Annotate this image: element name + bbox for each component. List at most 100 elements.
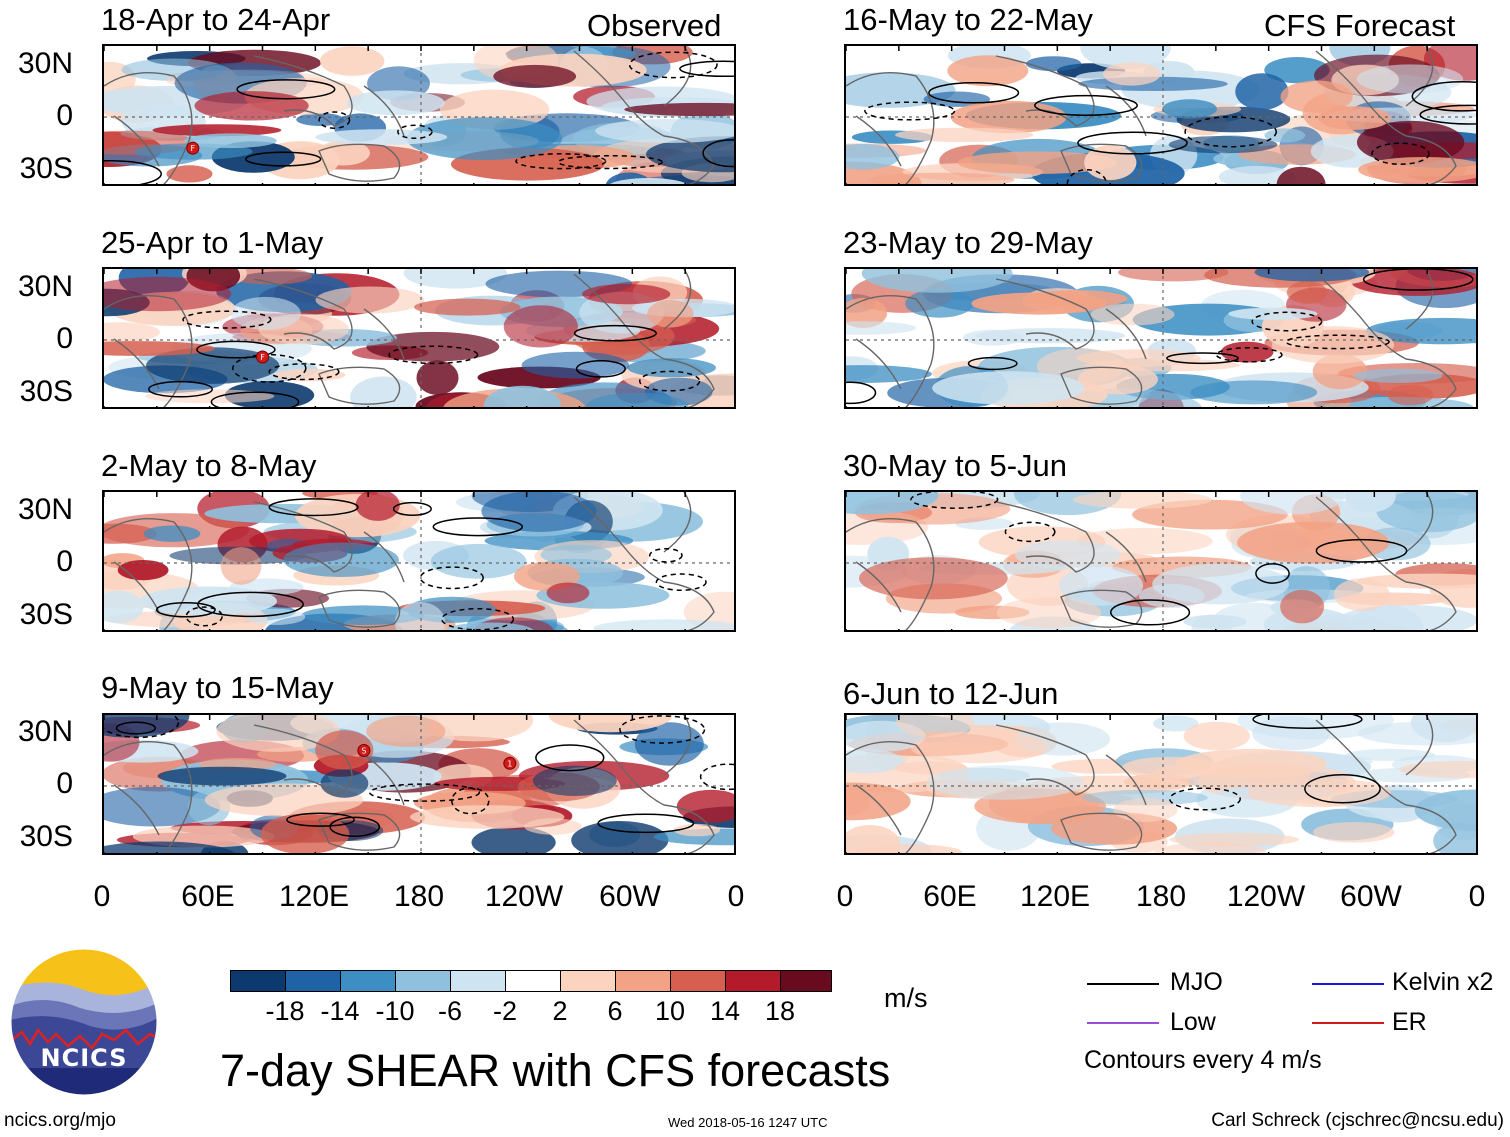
shear-blob [926, 765, 1084, 800]
contour [1371, 142, 1430, 165]
shear-blob [1153, 715, 1199, 732]
shear-blob [673, 823, 721, 837]
mjo-contours [864, 80, 1476, 184]
coastlines [846, 46, 1457, 184]
contour [702, 139, 734, 168]
contour [649, 547, 683, 563]
shear-blob [296, 113, 344, 126]
legend-low: Low [1170, 1008, 1216, 1036]
shear-blob [571, 821, 669, 853]
map-field [846, 46, 1476, 184]
contour [236, 79, 336, 100]
shear-blob [846, 825, 900, 853]
shear-blob [416, 360, 459, 395]
colorbar-cell [560, 970, 616, 992]
axis-ticks [846, 492, 1428, 630]
axis-ticks [846, 46, 1428, 184]
shear-blob [1073, 492, 1212, 509]
shear-blob [430, 543, 527, 579]
contour [928, 82, 1020, 104]
shear-blob [905, 289, 974, 318]
lon-label: 0 [727, 880, 745, 913]
shear-blob [403, 269, 508, 289]
shear-blob [1059, 565, 1144, 606]
shear-blob [1169, 832, 1299, 847]
coastlines [104, 715, 715, 853]
shear-blob [546, 582, 590, 604]
lon-label: 0 [93, 880, 111, 913]
lon-label: 120E [1019, 880, 1091, 913]
shear-blob [166, 165, 213, 183]
map-field: S1 [104, 715, 734, 853]
colorbar-cell [505, 970, 561, 992]
shear-blob [1276, 166, 1326, 184]
contour [148, 380, 213, 398]
contour [1166, 352, 1239, 365]
shear-blob [157, 766, 287, 786]
axis-ticks [104, 269, 686, 407]
shear-blob [1150, 760, 1311, 788]
shear-blob [521, 351, 630, 379]
contour [638, 370, 701, 392]
contour [196, 340, 276, 359]
shear-blob [366, 715, 446, 747]
mjo-contours [155, 498, 707, 630]
lat-label-30s: 30S [19, 820, 73, 853]
shear-blob [410, 805, 565, 829]
legend-line-kelvin [1312, 983, 1384, 985]
contour [655, 573, 707, 591]
shear-blob [471, 826, 556, 853]
panel-title-fcst-4: 6-Jun to 12-Jun [843, 676, 1059, 711]
contour [1251, 311, 1323, 332]
coastlines [104, 46, 715, 184]
shear-blob [104, 715, 190, 738]
legend-line-mjo [1087, 983, 1159, 985]
contour [268, 498, 359, 517]
contour [197, 591, 304, 618]
shear-blob [1152, 563, 1289, 605]
contour [318, 111, 351, 129]
shear-blob [1254, 269, 1370, 282]
shear-blob [260, 813, 350, 853]
contour [1184, 116, 1278, 148]
contour [392, 501, 432, 516]
shear-blob [595, 119, 734, 143]
shear-blob [139, 586, 277, 616]
lat-label-30n: 30N [17, 493, 73, 526]
contour [864, 101, 956, 121]
shear-blob [1318, 106, 1391, 130]
shear-blob [957, 151, 1118, 174]
shear-blob [861, 269, 1013, 293]
lat-label-30n: 30N [17, 270, 73, 303]
shear-blob [406, 117, 563, 160]
contour [368, 783, 481, 802]
shear-blob [1191, 614, 1232, 630]
contour [575, 359, 626, 378]
axis-ticks [846, 269, 1428, 407]
legend-line-low [1087, 1022, 1159, 1024]
footer-url[interactable]: ncics.org/mjo [4, 1110, 116, 1131]
shear-blob [1235, 73, 1289, 110]
contour [1411, 80, 1476, 112]
mjo-contours [148, 310, 701, 407]
shear-blob [609, 178, 688, 184]
shear-blob [1240, 492, 1345, 515]
lat-label-30s: 30S [19, 598, 73, 631]
shear-blob [971, 292, 1108, 315]
lon-label: 180 [1135, 880, 1187, 913]
legend-mjo: MJO [1170, 968, 1223, 996]
shear-blob [1387, 384, 1434, 406]
colorbar-label: -2 [492, 996, 518, 1026]
logo-text: NCICS [40, 1044, 128, 1072]
shear-blob [846, 492, 939, 515]
map-field: F [104, 46, 734, 184]
shear-blob [846, 782, 911, 821]
lon-label: 60E [181, 880, 235, 913]
contour [1252, 715, 1363, 729]
map-panel-fcst-3 [844, 490, 1478, 632]
contour [1215, 347, 1283, 363]
contour [846, 381, 877, 405]
colorbar-label: 6 [607, 996, 623, 1026]
storm-symbol: F [260, 353, 265, 362]
lon-label: 180 [393, 880, 445, 913]
